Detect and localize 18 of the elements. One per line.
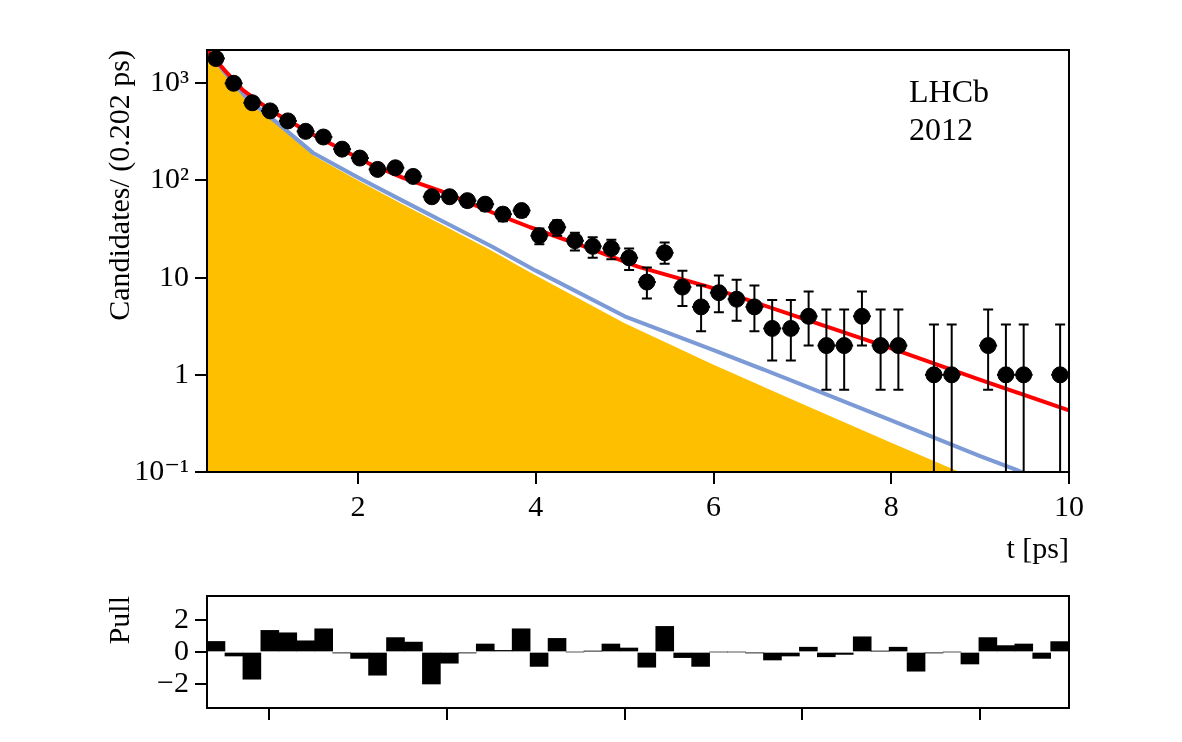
x-axis-title: t [ps]: [1006, 530, 1069, 564]
y-tick-label: 10²: [150, 161, 189, 195]
y-axis-title: Pull: [101, 596, 135, 645]
y-tick-label: −2: [157, 664, 189, 698]
y-tick-label: 10⁻¹: [134, 452, 189, 486]
x-tick-label: 8: [883, 488, 899, 522]
x-tick-label: 6: [706, 488, 722, 522]
annotation: LHCb: [909, 73, 989, 110]
x-tick-label: 4: [528, 488, 544, 522]
y-tick-label: 2: [174, 600, 189, 634]
x-tick-label: 10: [1054, 488, 1084, 522]
annotation: 2012: [909, 111, 973, 148]
y-tick-label: 0: [174, 632, 189, 666]
y-axis-title: Candidates/ (0.202 ps): [101, 50, 136, 321]
y-tick-label: 10: [159, 258, 189, 292]
x-tick-label: 2: [350, 488, 366, 522]
y-tick-label: 1: [174, 355, 189, 389]
y-tick-label: 10³: [150, 64, 189, 98]
